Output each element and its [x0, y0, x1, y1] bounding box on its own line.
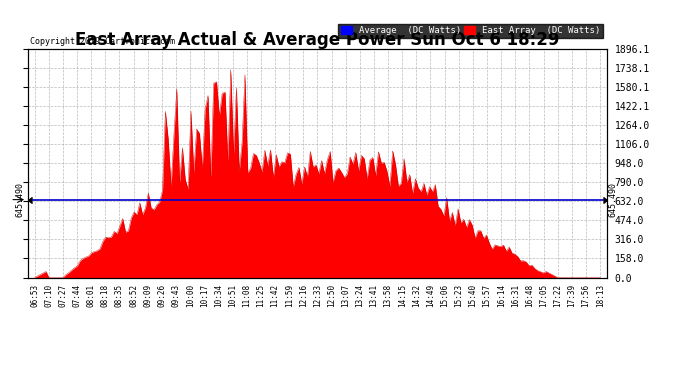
- Legend: Average  (DC Watts), East Array  (DC Watts): Average (DC Watts), East Array (DC Watts…: [338, 24, 602, 38]
- Text: 645.490: 645.490: [16, 182, 25, 217]
- Text: Copyright 2019 Cartronics.com: Copyright 2019 Cartronics.com: [30, 38, 175, 46]
- Title: East Array Actual & Average Power Sun Oct 6 18:29: East Array Actual & Average Power Sun Oc…: [75, 31, 560, 49]
- Text: 645.490: 645.490: [609, 182, 618, 217]
